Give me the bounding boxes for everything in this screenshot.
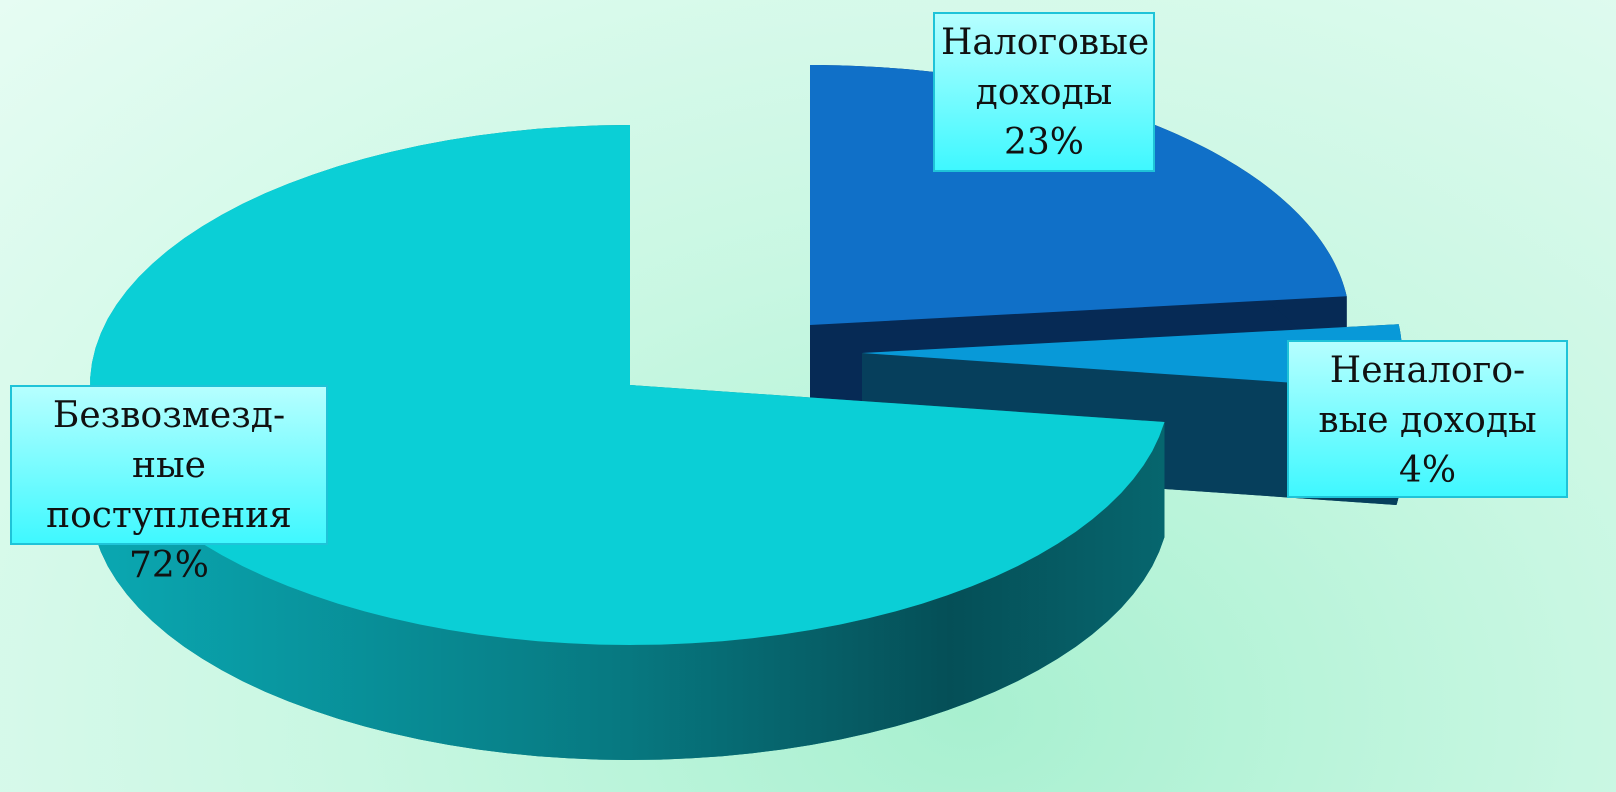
slice-name: Безвозмезд-ные поступления <box>46 395 292 536</box>
slice-value: 72% <box>128 545 209 586</box>
slice-name: Неналого-вые доходы <box>1318 350 1537 441</box>
slice <box>862 324 1402 390</box>
slice-label: Налоговые доходы 23% <box>933 12 1155 172</box>
slice-name: Налоговые доходы <box>941 22 1150 113</box>
slice-label: Неналого-вые доходы 4% <box>1287 340 1568 498</box>
slice-label: Безвозмезд-ные поступления 72% <box>10 385 328 586</box>
slice <box>90 125 1165 645</box>
slice-value: 4% <box>1398 450 1457 491</box>
slice-value: 23% <box>1003 122 1084 163</box>
